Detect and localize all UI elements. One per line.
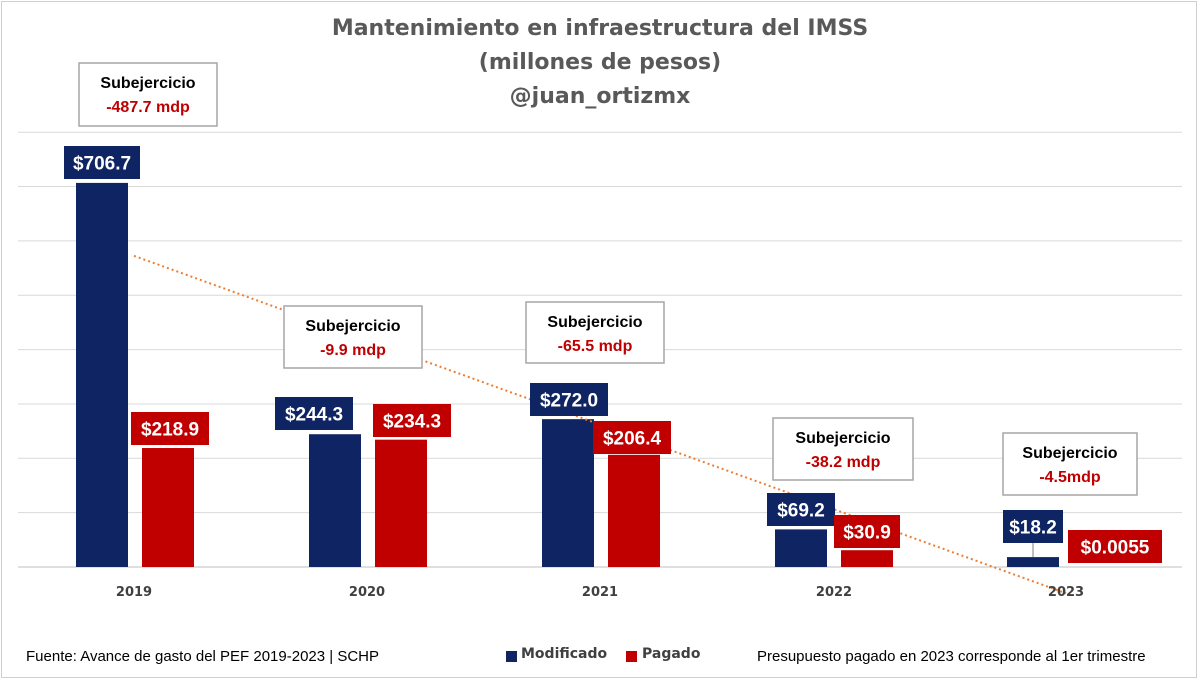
annotation-box <box>283 305 423 369</box>
annotation-title: Subejercicio <box>305 318 400 335</box>
data-label-box <box>593 421 671 454</box>
annotation-title: Subejercicio <box>547 314 642 331</box>
data-label-box <box>530 383 608 416</box>
x-tick-label: 2020 <box>349 585 385 600</box>
data-label-box <box>131 412 209 445</box>
x-tick-label: 2023 <box>1048 585 1084 600</box>
label-modificado-2019: $706.7 <box>64 146 140 179</box>
bar-modificado-2019 <box>76 182 128 567</box>
data-label-box <box>1003 510 1063 543</box>
legend-swatch-pagado <box>626 651 637 662</box>
label-pagado-2021: $206.4 <box>593 421 671 454</box>
label-modificado-2022: $69.2 <box>767 493 835 526</box>
data-label: $0.0055 <box>1081 538 1150 559</box>
label-modificado-2023: $18.2 <box>1003 510 1063 543</box>
data-label: $272.0 <box>540 391 598 412</box>
annotation-2019: Subejercicio -487.7 mdp <box>78 62 218 127</box>
chart-subtitle: (millones de pesos) <box>478 50 722 75</box>
bar-modificado-2020 <box>309 434 361 567</box>
data-label: $206.4 <box>603 429 662 450</box>
bar-pagado-2022 <box>841 550 893 567</box>
data-label-box <box>767 493 835 526</box>
annotation-title: Subejercicio <box>795 430 890 447</box>
label-pagado-2023: $0.0055 <box>1068 530 1162 563</box>
bar-modificado-2022 <box>775 529 827 567</box>
label-modificado-2021: $272.0 <box>530 383 608 416</box>
annotation-2023: Subejercicio -4.5mdp <box>1002 432 1138 496</box>
annotation-value: -38.2 mdp <box>806 454 881 471</box>
data-label: $218.9 <box>141 420 199 441</box>
annotation-box <box>1002 432 1138 496</box>
data-label: $234.3 <box>383 412 441 433</box>
source-note: Fuente: Avance de gasto del PEF 2019-202… <box>26 648 380 665</box>
data-label-box <box>275 397 353 430</box>
annotation-value: -9.9 mdp <box>320 342 386 359</box>
data-label-box <box>64 146 140 179</box>
annotation-box <box>525 301 665 364</box>
x-tick-label: 2019 <box>116 585 152 600</box>
label-pagado-2019: $218.9 <box>131 412 209 445</box>
bar-pagado-2021 <box>608 454 660 567</box>
bar-modificado-2021 <box>542 419 594 567</box>
data-label: $244.3 <box>285 405 343 426</box>
annotation-value: -4.5mdp <box>1039 469 1101 486</box>
annotation-2021: Subejercicio -65.5 mdp <box>525 301 665 364</box>
x-tick-label: 2021 <box>582 585 618 600</box>
bar-pagado-2020 <box>375 439 427 567</box>
annotation-value: -65.5 mdp <box>558 338 633 355</box>
annotation-value: -487.7 mdp <box>106 99 190 116</box>
label-modificado-2020: $244.3 <box>275 397 353 430</box>
bar-pagado-2019 <box>142 448 194 567</box>
legend-label-pagado: Pagado <box>642 646 701 662</box>
chart-handle: @juan_ortizmx <box>509 84 691 109</box>
annotation-title: Subejercicio <box>100 75 195 92</box>
annotation-box <box>78 62 218 127</box>
annotation-2022: Subejercicio -38.2 mdp <box>772 417 914 481</box>
chart-title: Mantenimiento en infraestructura del IMS… <box>331 16 869 41</box>
data-label-box <box>1068 530 1162 563</box>
data-label: $706.7 <box>73 154 131 175</box>
label-pagado-2022: $30.9 <box>834 515 900 548</box>
label-pagado-2020: $234.3 <box>373 404 451 437</box>
x-tick-label: 2022 <box>816 585 852 600</box>
annotation-box <box>772 417 914 481</box>
bar-modificado-2023 <box>1007 557 1059 567</box>
footnote: Presupuesto pagado en 2023 corresponde a… <box>757 648 1146 665</box>
data-label: $18.2 <box>1009 518 1057 539</box>
annotation-2020: Subejercicio -9.9 mdp <box>283 305 423 369</box>
legend-swatch-modificado <box>506 651 517 662</box>
data-label: $69.2 <box>777 501 825 522</box>
data-label-box <box>834 515 900 548</box>
data-label-box <box>373 404 451 437</box>
legend-label-modificado: Modificado <box>521 646 608 662</box>
annotation-title: Subejercicio <box>1022 445 1117 462</box>
data-label: $30.9 <box>843 523 891 544</box>
